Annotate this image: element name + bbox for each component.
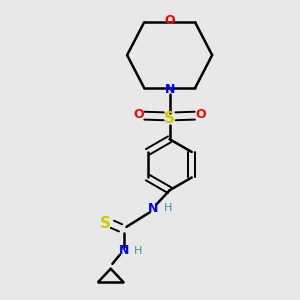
Text: S: S [100, 216, 111, 231]
Text: S: S [164, 111, 175, 126]
Text: N: N [118, 244, 129, 257]
Text: O: O [164, 14, 175, 27]
Text: H: H [164, 203, 172, 213]
Text: H: H [134, 246, 143, 256]
Text: N: N [164, 83, 175, 96]
Text: O: O [195, 109, 206, 122]
Text: O: O [133, 109, 144, 122]
Text: N: N [148, 202, 158, 215]
